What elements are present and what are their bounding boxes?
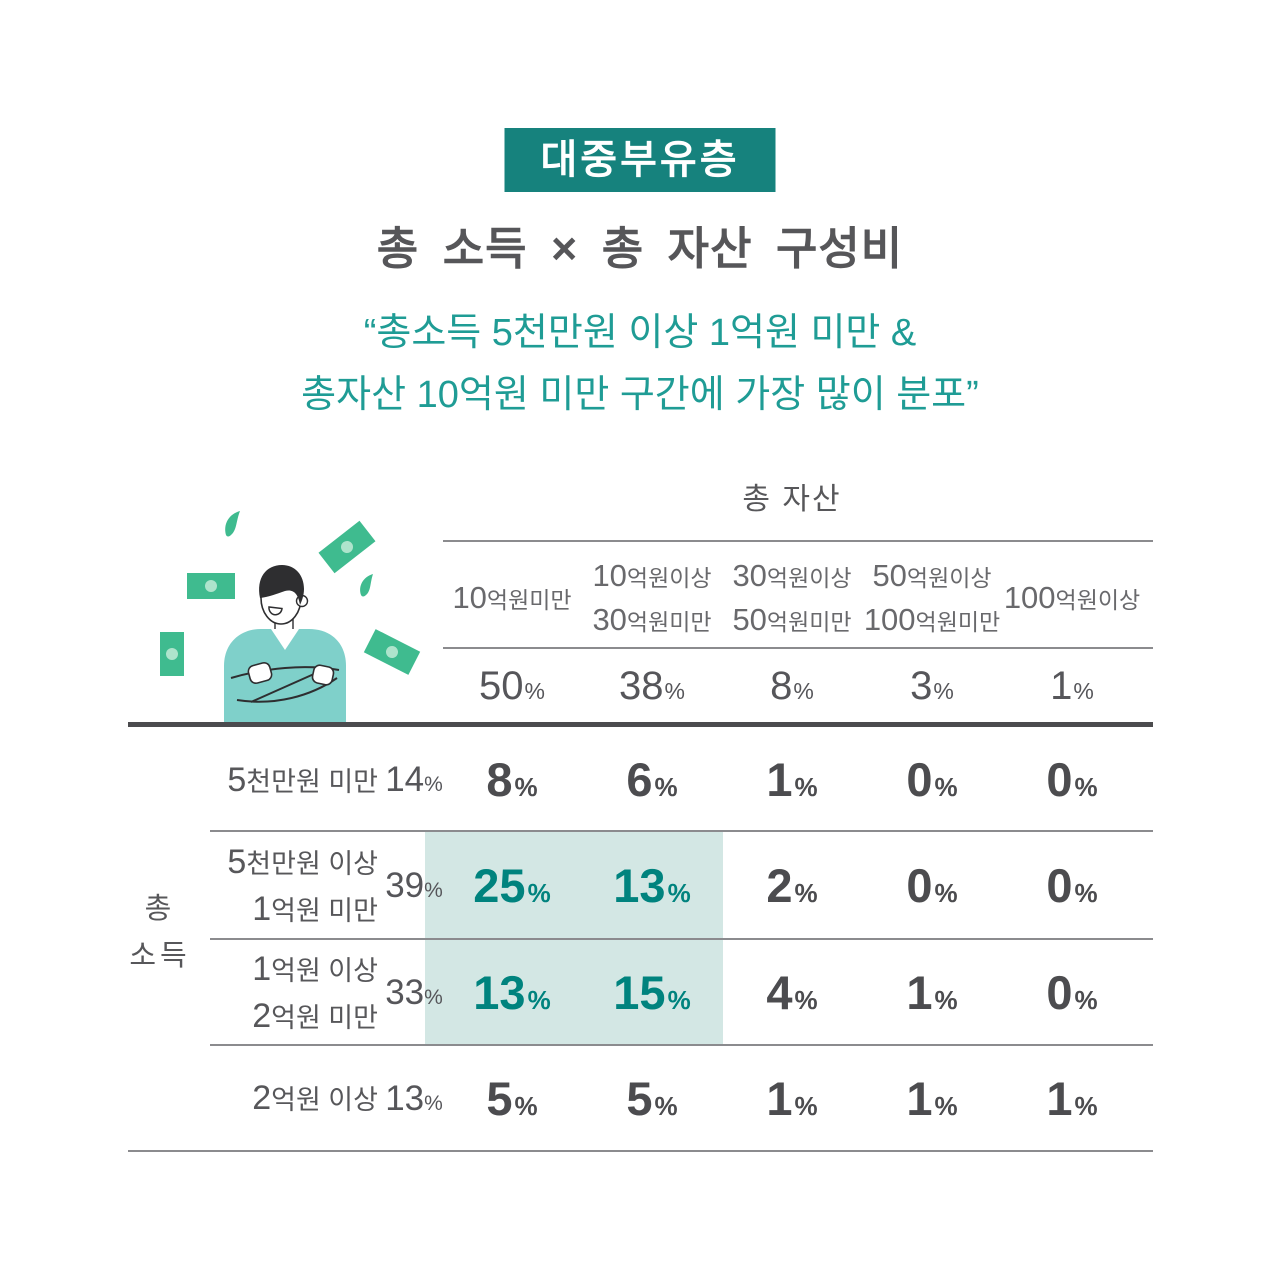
value-cell-r1-c2: 6% bbox=[626, 753, 678, 806]
header-bottom-rule bbox=[443, 647, 1153, 649]
value-cell-r3-c3: 4% bbox=[766, 966, 818, 1019]
value-cell-r4-c4: 1% bbox=[906, 1072, 958, 1125]
badge-label: 대중부유층 bbox=[540, 138, 740, 182]
row-label-1: 5천만원 미만 bbox=[227, 760, 378, 799]
money-fin-icon bbox=[225, 511, 240, 537]
row-total-1: 14% bbox=[385, 760, 443, 799]
quote: “총소득 5천만원 이상 1억원 미만 & 총자산 10억원 미만 구간에 가장… bbox=[0, 302, 1280, 426]
page-title: 총 소득 × 총 자산 구성비 bbox=[376, 223, 904, 274]
value-cell-r4-c5: 1% bbox=[1046, 1072, 1098, 1125]
value-cell-r2-c4: 0% bbox=[906, 859, 958, 912]
row-separator bbox=[210, 1044, 1153, 1046]
value-cell-r2-c3: 2% bbox=[766, 859, 818, 912]
row-total-2: 39% bbox=[385, 866, 443, 905]
person-arm-line bbox=[250, 669, 324, 703]
table-heavy-rule bbox=[128, 722, 1153, 727]
value-cell-r1-c5: 0% bbox=[1046, 753, 1098, 806]
column-total-5: 1% bbox=[1050, 664, 1094, 708]
value-cell-r3-c4: 1% bbox=[906, 966, 958, 1019]
money-person-illustration bbox=[160, 511, 421, 727]
person-hand bbox=[311, 664, 335, 686]
row-separator bbox=[210, 938, 1153, 940]
value-cell-r4-c2: 5% bbox=[626, 1072, 678, 1125]
banknote-icon bbox=[187, 573, 235, 599]
badge: 대중부유층 bbox=[504, 128, 776, 192]
row-axis-label: 총 소득 bbox=[118, 886, 202, 980]
row-axis-line: 총 bbox=[144, 893, 176, 925]
value-cell-r4-c1: 5% bbox=[486, 1072, 538, 1125]
row-label-2: 5천만원 이상 1억원 미만 bbox=[227, 843, 378, 928]
banknote-icon bbox=[363, 629, 421, 675]
row-total-4: 13% bbox=[385, 1079, 443, 1118]
money-fin-icon bbox=[360, 574, 373, 597]
column-header-2: 10억원이상 30억원미만 bbox=[592, 557, 712, 637]
value-cell-r1-c1: 8% bbox=[486, 753, 538, 806]
quote-line-2: 총자산 10억원 미만 구간에 가장 많이 분포” bbox=[301, 374, 979, 416]
column-axis-label: 총 자산 bbox=[742, 483, 842, 516]
column-total-3: 8% bbox=[770, 664, 814, 708]
column-total-2: 38% bbox=[619, 664, 685, 708]
value-cell-r1-c3: 1% bbox=[766, 753, 818, 806]
table-bottom-rule bbox=[128, 1150, 1153, 1152]
row-total-3: 33% bbox=[385, 973, 443, 1012]
person-hand bbox=[247, 662, 273, 684]
banknote-icon bbox=[160, 632, 184, 676]
quote-line-1: “총소득 5천만원 이상 1억원 미만 & bbox=[363, 312, 917, 354]
column-header-4: 50억원이상 100억원미만 bbox=[863, 557, 1001, 637]
value-cell-r4-c3: 1% bbox=[766, 1072, 818, 1125]
column-total-1: 50% bbox=[479, 664, 545, 708]
row-label-3: 1억원 이상 2억원 미만 bbox=[252, 950, 378, 1035]
value-cell-r1-c4: 0% bbox=[906, 753, 958, 806]
banknote-icon bbox=[318, 520, 376, 574]
column-header-3: 30억원이상 50억원미만 bbox=[732, 557, 852, 637]
value-cell-r2-c5: 0% bbox=[1046, 859, 1098, 912]
column-header-5: 100억원이상 bbox=[1003, 579, 1141, 615]
column-header-1: 10억원미만 bbox=[452, 579, 572, 615]
value-cell-r3-c5: 0% bbox=[1046, 966, 1098, 1019]
value-cell-r3-c1: 13% bbox=[473, 966, 551, 1019]
header-top-rule bbox=[443, 540, 1153, 542]
person-figure bbox=[224, 565, 346, 727]
row-axis-line: 소득 bbox=[129, 940, 191, 972]
person-collar bbox=[271, 629, 299, 650]
person-hair bbox=[259, 565, 304, 605]
value-cell-r2-c1: 25% bbox=[473, 859, 551, 912]
value-cell-r3-c2: 15% bbox=[613, 966, 691, 1019]
column-total-4: 3% bbox=[910, 664, 954, 708]
person-mouth bbox=[268, 606, 283, 616]
value-cell-r2-c2: 13% bbox=[613, 859, 691, 912]
row-label-4: 2억원 이상 bbox=[252, 1079, 378, 1118]
row-separator bbox=[210, 830, 1153, 832]
